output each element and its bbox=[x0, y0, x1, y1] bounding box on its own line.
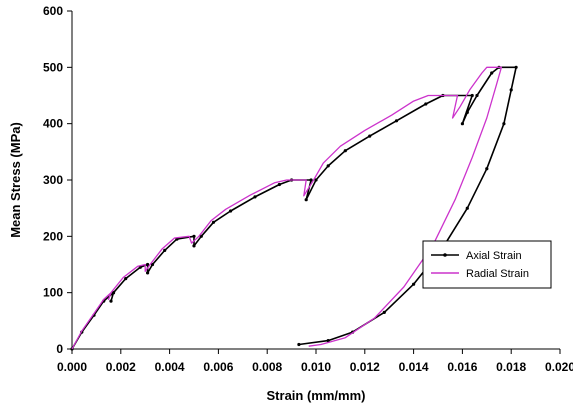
x-tick-label: 0.018 bbox=[496, 360, 526, 374]
axial-strain-point bbox=[124, 277, 128, 281]
axial-strain-point bbox=[326, 164, 330, 168]
x-tick-label: 0.014 bbox=[399, 360, 429, 374]
axial-strain-point bbox=[150, 262, 155, 267]
axial-strain-point bbox=[490, 71, 494, 75]
axial-strain-point bbox=[502, 122, 506, 126]
y-tick-label: 300 bbox=[43, 173, 63, 187]
legend-label-axial-strain: Axial Strain bbox=[466, 250, 522, 262]
axial-strain-point bbox=[470, 93, 474, 98]
x-tick-label: 0.008 bbox=[252, 360, 282, 374]
axial-strain-point bbox=[394, 119, 399, 123]
axial-strain-point bbox=[304, 198, 308, 202]
axial-strain-point bbox=[326, 339, 330, 343]
axial-strain-point bbox=[368, 134, 372, 138]
axial-strain-point bbox=[309, 178, 313, 182]
x-tick-label: 0.006 bbox=[203, 360, 233, 374]
axial-strain-point bbox=[277, 182, 281, 187]
axial-strain-point bbox=[475, 93, 479, 98]
axes: 0 100 200 300 400 500 600 0.000 0.002 0.004 0.006 0… bbox=[43, 4, 573, 374]
axial-strain-point bbox=[199, 234, 203, 238]
axial-strain-point bbox=[253, 195, 257, 199]
axial-strain-point bbox=[412, 282, 416, 286]
x-tick-label: 0.002 bbox=[106, 360, 136, 374]
series-layer bbox=[70, 65, 518, 351]
x-tick-label: 0.012 bbox=[350, 360, 380, 374]
axial-strain-point bbox=[146, 262, 150, 267]
axial-strain-point bbox=[138, 265, 142, 269]
axial-strain-point bbox=[465, 206, 469, 210]
axial-strain-point bbox=[146, 271, 150, 275]
axial-strain-line bbox=[71, 66, 517, 350]
x-tick-label: 0.016 bbox=[447, 360, 477, 374]
y-tick-label: 600 bbox=[43, 4, 63, 18]
axial-strain-point bbox=[314, 178, 318, 182]
radial-strain-line bbox=[71, 66, 503, 350]
axial-strain-point bbox=[465, 110, 469, 114]
axial-strain-point bbox=[192, 234, 196, 238]
legend-box bbox=[422, 240, 552, 289]
axial-strain-point bbox=[485, 167, 489, 171]
y-tick-label: 100 bbox=[43, 286, 63, 300]
axial-strain-point bbox=[163, 248, 167, 252]
axial-strain-point bbox=[460, 122, 464, 126]
x-tick-label: 0.004 bbox=[155, 360, 185, 374]
axial-strain-point bbox=[111, 291, 116, 295]
x-tick-label: 0.010 bbox=[301, 360, 331, 374]
axial-strain-point bbox=[509, 88, 513, 92]
axial-strain-point bbox=[192, 244, 196, 248]
legend: Axial Strain Radial Strain bbox=[422, 240, 552, 289]
y-tick-label: 200 bbox=[43, 229, 63, 243]
y-tick-label: 500 bbox=[43, 60, 63, 74]
axial-strain-point bbox=[382, 310, 386, 314]
x-tick-label: 0.020 bbox=[545, 360, 573, 374]
x-tick-label: 0.000 bbox=[57, 360, 87, 374]
axial-strain-point bbox=[514, 65, 518, 69]
axial-strain-point bbox=[109, 299, 113, 303]
axial-strain-point bbox=[297, 342, 301, 347]
legend-marker-axial-strain bbox=[443, 253, 447, 257]
y-tick-label: 400 bbox=[43, 117, 63, 131]
axial-strain-point bbox=[229, 209, 233, 213]
axial-strain-point bbox=[424, 102, 428, 106]
legend-label-radial-strain: Radial Strain bbox=[466, 268, 529, 280]
axial-strain-point bbox=[211, 220, 216, 224]
y-tick-label: 0 bbox=[56, 342, 63, 356]
y-axis-title: Mean Stress (MPa) bbox=[8, 122, 23, 238]
x-axis-title: Strain (mm/mm) bbox=[267, 388, 366, 403]
axial-strain-point bbox=[343, 149, 347, 153]
